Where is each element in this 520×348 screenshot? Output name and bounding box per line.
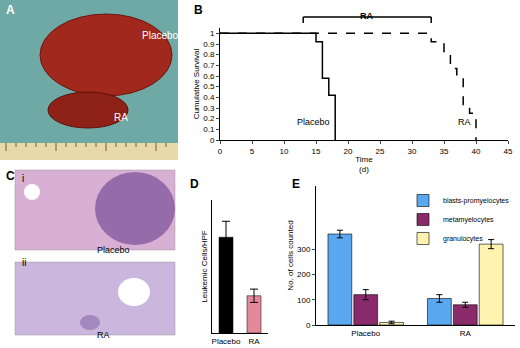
svg-text:1: 1 [210, 29, 215, 38]
svg-text:RA: RA [114, 112, 128, 123]
svg-text:No. of cells counted: No. of cells counted [286, 220, 295, 290]
svg-text:200: 200 [297, 270, 311, 279]
svg-text:Cumulative Survival: Cumulative Survival [192, 48, 201, 119]
svg-text:Placebo: Placebo [297, 117, 330, 127]
svg-text:5: 5 [250, 147, 255, 156]
svg-text:B: B [194, 3, 203, 17]
svg-text:metamyelocytes: metamyelocytes [443, 216, 494, 224]
svg-text:RA: RA [360, 11, 373, 21]
svg-text:granulocytes: granulocytes [443, 235, 483, 243]
svg-text:20: 20 [344, 147, 353, 156]
svg-text:35: 35 [440, 147, 449, 156]
svg-text:0.2: 0.2 [203, 114, 215, 123]
svg-text:0: 0 [210, 136, 215, 145]
svg-text:Placebo: Placebo [97, 245, 130, 255]
svg-text:Placebo: Placebo [212, 337, 241, 346]
svg-text:0.4: 0.4 [203, 93, 215, 102]
svg-text:10: 10 [280, 147, 289, 156]
svg-text:RA: RA [460, 329, 472, 338]
svg-text:E: E [292, 177, 300, 191]
svg-text:RA: RA [458, 117, 471, 127]
svg-text:Placebo: Placebo [142, 30, 179, 41]
svg-text:RA: RA [97, 330, 110, 340]
svg-text:0: 0 [306, 321, 311, 330]
svg-text:blasts-promyelocytes: blasts-promyelocytes [443, 197, 509, 205]
svg-text:0.8: 0.8 [203, 50, 215, 59]
svg-text:0.1: 0.1 [203, 125, 215, 134]
svg-text:0.9: 0.9 [203, 40, 215, 49]
svg-text:0.3: 0.3 [203, 104, 215, 113]
svg-text:0: 0 [218, 147, 223, 156]
svg-text:45: 45 [504, 147, 513, 156]
svg-text:40: 40 [472, 147, 481, 156]
svg-text:0.6: 0.6 [203, 72, 215, 81]
svg-text:15: 15 [312, 147, 321, 156]
svg-text:ii: ii [22, 257, 26, 268]
svg-text:RA: RA [248, 337, 260, 346]
svg-text:Time(d): Time(d) [355, 155, 373, 174]
svg-text:0.5: 0.5 [203, 82, 215, 91]
svg-text:Placebo: Placebo [351, 329, 380, 338]
svg-text:D: D [190, 177, 199, 191]
svg-text:30: 30 [408, 147, 417, 156]
svg-text:Leukemic Cells/HPF: Leukemic Cells/HPF [200, 230, 209, 303]
svg-text:25: 25 [376, 147, 385, 156]
svg-text:0.7: 0.7 [203, 61, 215, 70]
svg-text:100: 100 [297, 296, 311, 305]
svg-text:A: A [6, 3, 15, 17]
svg-text:300: 300 [297, 245, 311, 254]
svg-text:C: C [6, 169, 15, 183]
svg-text:i: i [22, 173, 24, 184]
